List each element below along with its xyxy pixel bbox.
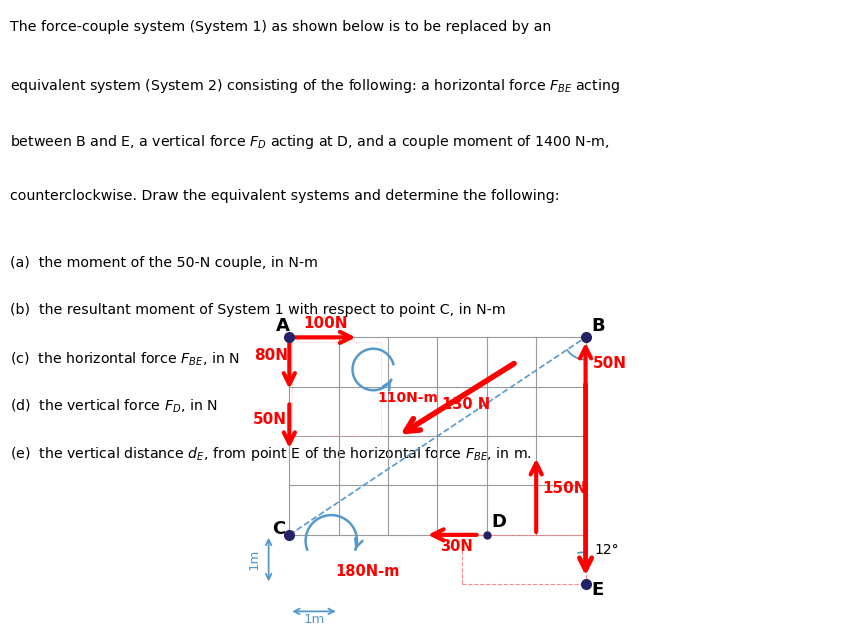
- Bar: [462, 535, 585, 584]
- Text: 50N: 50N: [593, 356, 627, 371]
- Text: 100N: 100N: [303, 317, 347, 332]
- Text: between B and E, a vertical force $F_D$ acting at D, and a couple moment of 1400: between B and E, a vertical force $F_D$ …: [10, 133, 609, 151]
- Text: (d)  the vertical force $F_D$, in N: (d) the vertical force $F_D$, in N: [10, 398, 218, 415]
- Bar: [292, 342, 381, 436]
- Text: 1m: 1m: [247, 549, 260, 570]
- Text: 110N-m: 110N-m: [378, 390, 438, 404]
- Text: 30N: 30N: [440, 539, 473, 554]
- Text: 150N: 150N: [542, 481, 587, 496]
- Text: E: E: [591, 581, 604, 599]
- Text: The force-couple system (System 1) as shown below is to be replaced by an: The force-couple system (System 1) as sh…: [10, 20, 552, 35]
- Text: 12°: 12°: [595, 543, 619, 557]
- Text: 1m: 1m: [304, 612, 324, 626]
- Text: (b)  the resultant moment of System 1 with respect to point C, in N-m: (b) the resultant moment of System 1 wit…: [10, 303, 506, 317]
- Text: 130 N: 130 N: [443, 397, 491, 412]
- Text: B: B: [591, 317, 605, 335]
- Text: (e)  the vertical distance $d_E$, from point E of the horizontal force $F_{BE}$,: (e) the vertical distance $d_E$, from po…: [10, 445, 532, 463]
- Text: A: A: [275, 317, 289, 335]
- Text: 180N-m: 180N-m: [335, 564, 400, 579]
- Text: D: D: [492, 513, 507, 531]
- Text: (c)  the horizontal force $F_{BE}$, in N: (c) the horizontal force $F_{BE}$, in N: [10, 351, 240, 368]
- Text: (a)  the moment of the 50-N couple, in N-m: (a) the moment of the 50-N couple, in N-…: [10, 256, 318, 270]
- Text: 50N: 50N: [253, 412, 287, 427]
- Text: equivalent system (System 2) consisting of the following: a horizontal force $F_: equivalent system (System 2) consisting …: [10, 77, 620, 95]
- Text: 80N: 80N: [254, 348, 287, 363]
- Text: counterclockwise. Draw the equivalent systems and determine the following:: counterclockwise. Draw the equivalent sy…: [10, 189, 559, 204]
- Text: C: C: [272, 520, 286, 538]
